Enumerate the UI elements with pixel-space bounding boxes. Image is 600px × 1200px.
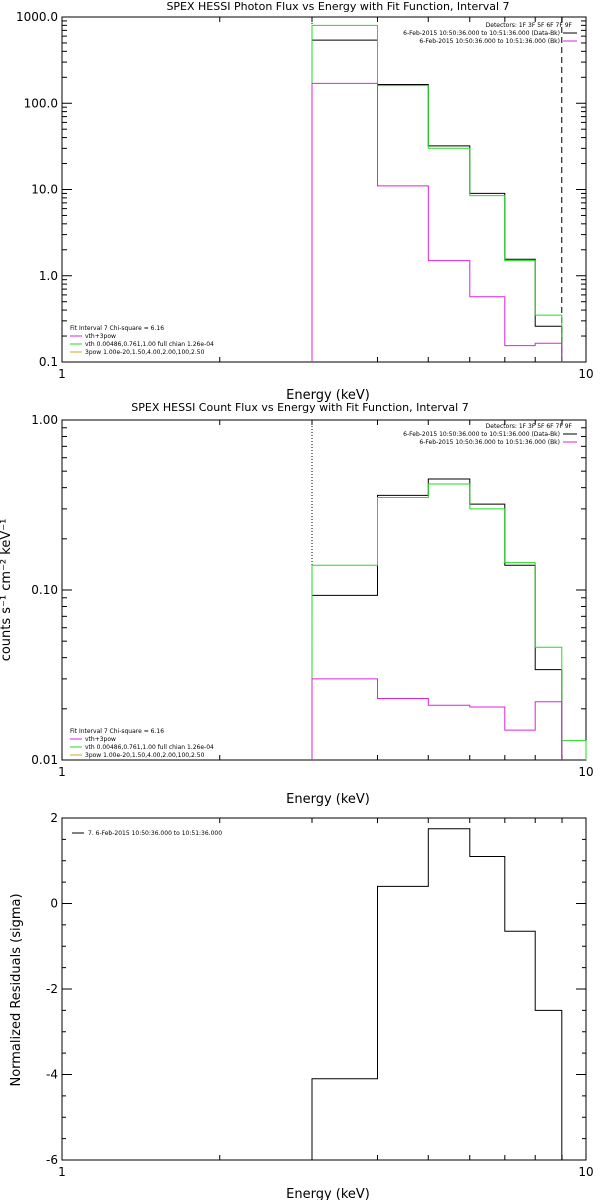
y-tick-label: 1000.0: [16, 10, 58, 24]
legend-fit-interval: Fit Interval 7 Chi-square = 6.16: [70, 325, 164, 332]
residuals-xlabel: Energy (keV): [286, 1187, 370, 1200]
legend-bk: 6-Feb-2015 10:50:36.000 to 10:51:36.000 …: [419, 38, 560, 45]
y-tick-label: -2: [46, 982, 58, 996]
y-tick-label: -4: [46, 1068, 58, 1082]
x-tick-label: 1: [58, 367, 66, 381]
legend-3pow: 3pow 1.00e-20,1.50,4.00,2.00,100,2.50: [85, 752, 205, 759]
legend-vth3pow: vth+3pow: [85, 736, 116, 743]
y-tick-label: 1.0: [39, 269, 58, 283]
count-flux-panel: SPEX HESSI Count Flux vs Energy with Fit…: [0, 401, 594, 807]
series-data-0: [311, 828, 563, 1160]
residuals-ylabel: Normalized Residuals (sigma): [9, 893, 24, 1086]
x-tick-label: 10: [578, 1165, 593, 1179]
residuals-legend-label: 7. 6-Feb-2015 10:50:36.000 to 10:51:36.0…: [88, 830, 222, 837]
residuals-panel: Energy (keV) Normalized Residuals (sigma…: [9, 811, 594, 1200]
series-total-1: [311, 483, 587, 760]
x-tick-label: 10: [578, 765, 593, 779]
y-tick-label: 2: [50, 811, 58, 825]
residuals-legend: 7. 6-Feb-2015 10:50:36.000 to 10:51:36.0…: [72, 830, 222, 837]
y-tick-label: 10.0: [31, 183, 58, 197]
legend-detectors: Detectors: 1F 3F 5F 6F 7F 9F: [486, 22, 573, 29]
count-flux-title: SPEX HESSI Count Flux vs Energy with Fit…: [131, 401, 468, 414]
x-tick-label: 1: [58, 765, 66, 779]
x-tick-label: 10: [578, 367, 593, 381]
y-tick-label: 1.00: [31, 413, 58, 427]
photon-flux-panel: SPEX HESSI Photon Flux vs Energy with Fi…: [16, 0, 594, 403]
legend-vth3pow: vth+3pow: [85, 333, 116, 340]
legend-data-bk: 6-Feb-2015 10:50:36.000 to 10:51:36.000 …: [403, 431, 560, 438]
legend-vth: vth 0.00486,0.761,1.00 full chian 1.26e-…: [85, 341, 214, 348]
legend-detectors: Detectors: 1F 3F 5F 6F 7F 9F: [486, 423, 573, 430]
count-flux-xlabel: Energy (keV): [286, 792, 370, 807]
count-flux-legend-bottom: Fit Interval 7 Chi-square = 6.16 vth+3po…: [70, 728, 214, 759]
plot-frame-1: [61, 419, 587, 761]
y-tick-label: 100.0: [24, 96, 58, 110]
series-data-0: [311, 478, 563, 760]
legend-fit-interval: Fit Interval 7 Chi-square = 6.16: [70, 728, 164, 735]
series-vthbkg-2: [311, 82, 563, 362]
legend-3pow: 3pow 1.00e-20,1.50,4.00,2.00,100,2.50: [85, 349, 205, 356]
photon-flux-legend-bottom: Fit Interval 7 Chi-square = 6.16 vth+3po…: [70, 325, 214, 356]
photon-flux-legend-top: Detectors: 1F 3F 5F 6F 7F 9F 6-Feb-2015 …: [403, 22, 577, 45]
series-data-0: [311, 39, 563, 362]
count-flux-legend-top: Detectors: 1F 3F 5F 6F 7F 9F 6-Feb-2015 …: [403, 423, 577, 446]
count-flux-ylabel: counts s⁻¹ cm⁻² keV⁻¹: [0, 519, 14, 662]
series-bkg-2: [311, 678, 563, 760]
legend-vth: vth 0.00486,0.761,1.00 full chian 1.26e-…: [85, 744, 214, 751]
legend-bk: 6-Feb-2015 10:50:36.000 to 10:51:36.000 …: [419, 439, 560, 446]
y-tick-label: -6: [46, 1153, 58, 1167]
y-tick-label: 0: [50, 897, 58, 911]
x-tick-label: 1: [58, 1165, 66, 1179]
series-total-1: [311, 24, 563, 362]
plot-frame-2: [61, 817, 587, 1161]
photon-flux-xlabel: Energy (keV): [286, 388, 370, 403]
plot-frame-0: [61, 16, 587, 363]
y-tick-label: 0.10: [31, 583, 58, 597]
y-tick-label: 0.1: [39, 355, 58, 369]
legend-data-bk: 6-Feb-2015 10:50:36.000 to 10:51:36.000 …: [403, 30, 560, 37]
y-tick-label: 0.01: [31, 753, 58, 767]
photon-flux-title: SPEX HESSI Photon Flux vs Energy with Fi…: [166, 0, 509, 13]
